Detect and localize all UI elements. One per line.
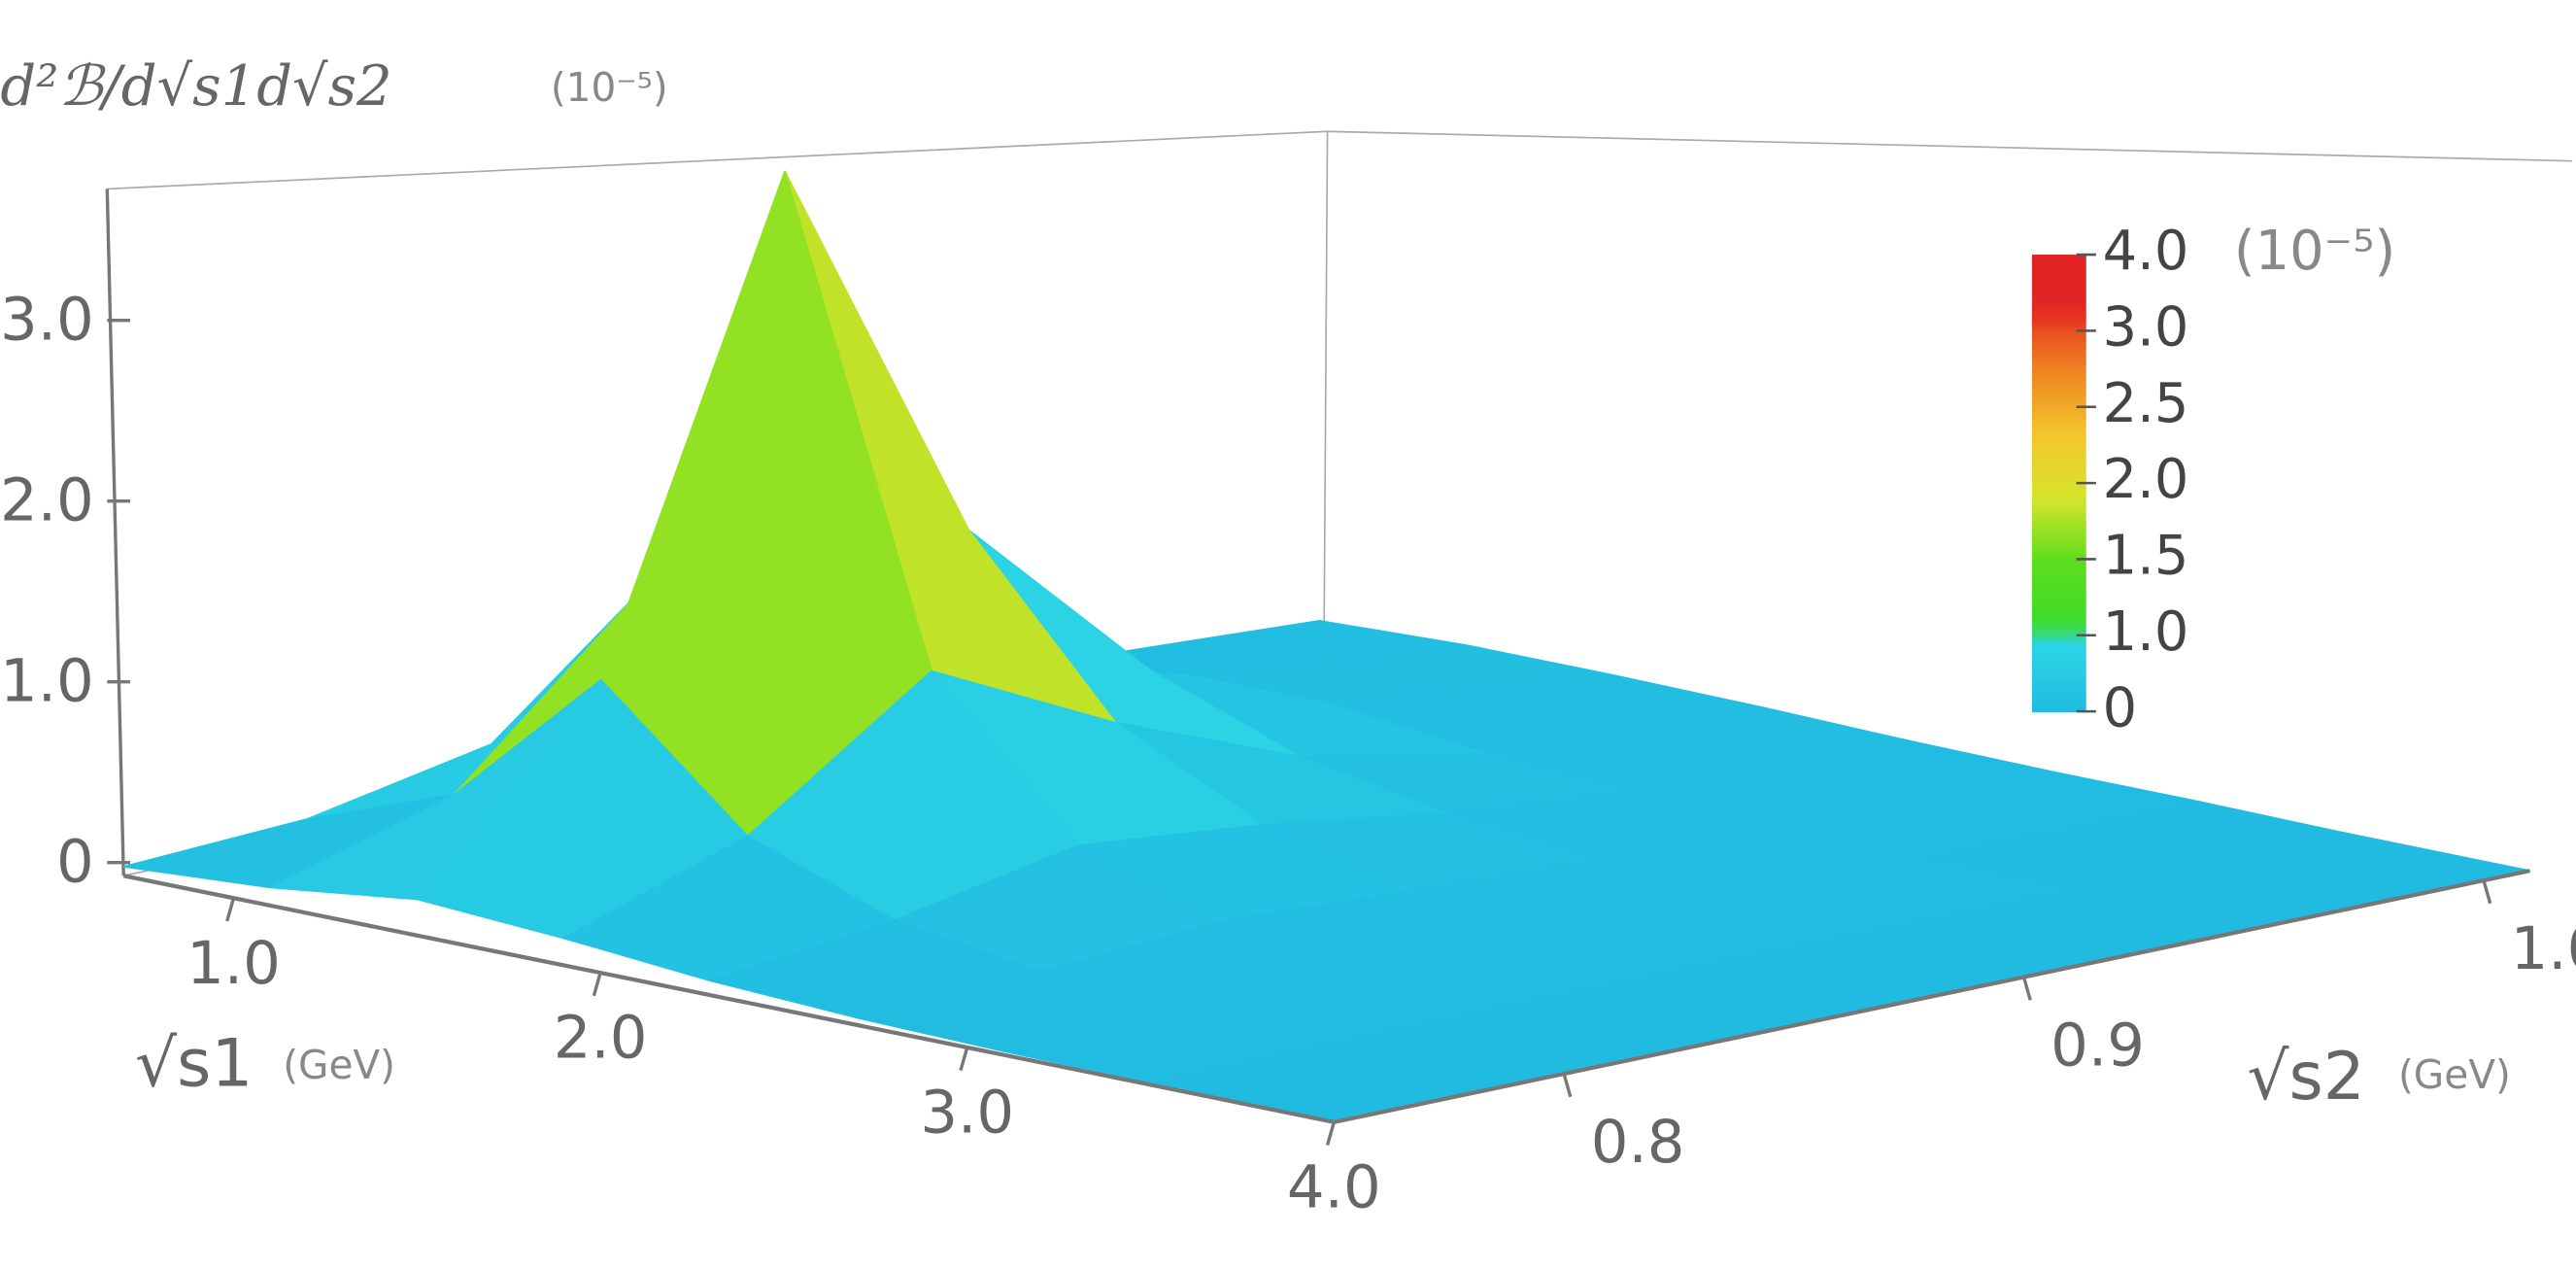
colorbar-segment [2031,635,2086,712]
colorbar-tick-label: 1.5 [2103,525,2189,588]
colorbar-segment [2031,559,2086,636]
y-tick-label: 0.8 [1591,1109,1685,1177]
x-tick-label: 4.0 [1287,1153,1381,1221]
z-tick-label: 2.0 [0,467,94,535]
y-tick [2021,977,2032,1001]
colorbar-tick-label: 1.0 [2103,601,2189,664]
x-tick [225,897,236,922]
y-tick [1562,1073,1573,1098]
z-axis-unit: (10⁻⁵) [551,64,668,111]
y-axis [1333,869,2530,1124]
x-tick-label: 1.0 [186,930,281,998]
colorbar-tick-label: 3.0 [2103,296,2189,360]
box-edge [107,130,1328,190]
y-axis-unit: (GeV) [2398,1051,2511,1098]
colorbar-tick-label: 0 [2103,676,2138,739]
colorbar-segment [2031,406,2086,484]
x-tick-label: 2.0 [554,1005,648,1073]
y-tick-label: 0.9 [2051,1013,2145,1081]
box-edge [1327,130,2573,162]
x-tick-label: 3.0 [920,1080,1014,1148]
y-axis-label: √s2 [2247,1038,2364,1115]
x-tick [959,1047,969,1072]
colorbar-tick-label: 2.5 [2103,372,2189,435]
x-axis [122,874,1335,1124]
z-tick-label: 1.0 [0,648,94,716]
z-tick-label: 0 [56,829,94,897]
colorbar-tick-label: 4.0 [2103,220,2189,283]
x-axis-unit: (GeV) [283,1042,395,1088]
colorbar-segment [2031,483,2086,561]
z-axis-label: d²ℬ/d√s1d√s2 [0,53,391,119]
z-axis [105,189,125,876]
z-tick-label: 3.0 [0,287,94,355]
colorbar-unit: (10⁻⁵) [2234,220,2395,283]
box-edge [1323,131,1329,625]
colorbar-tick-label: 2.0 [2103,448,2189,511]
y-tick-label: 1.0 [2511,915,2576,983]
x-tick [1325,1121,1336,1146]
y-tick [2482,879,2492,905]
colorbar-segment [2031,255,2086,332]
surface [122,170,2531,1123]
x-axis-label: √s1 [135,1025,253,1102]
x-tick [592,972,602,997]
colorbar-segment [2031,330,2086,408]
